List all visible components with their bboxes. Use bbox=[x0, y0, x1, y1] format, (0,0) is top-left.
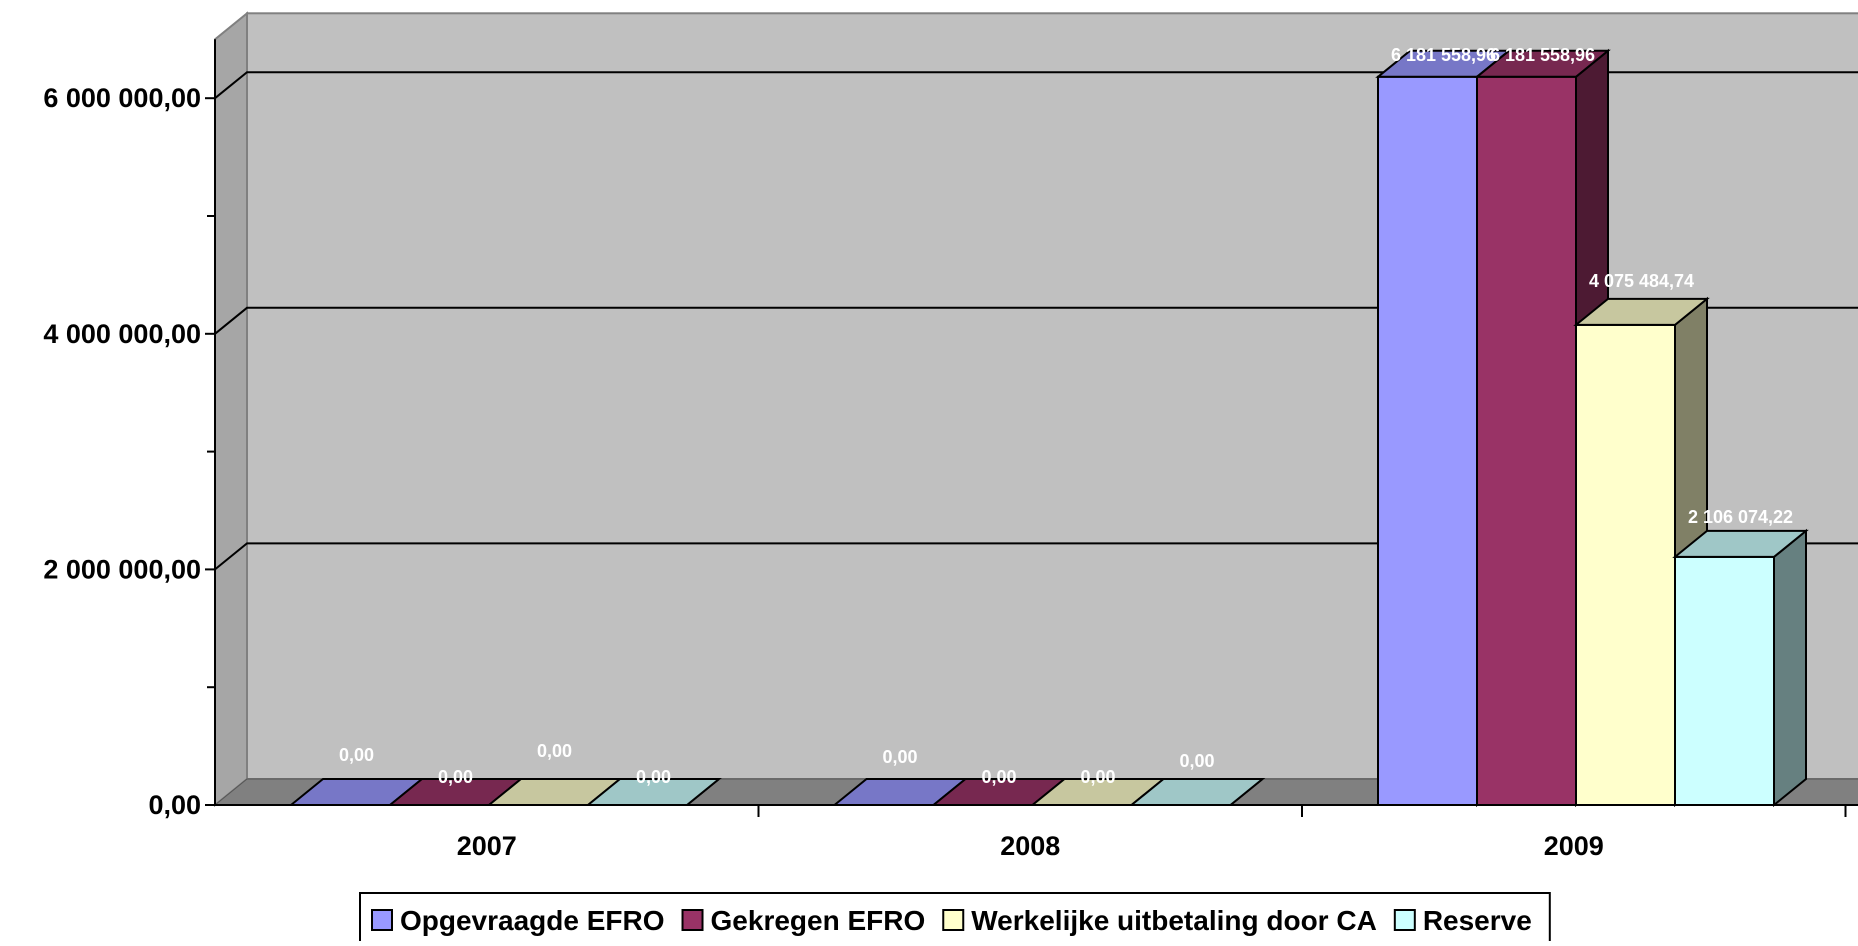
legend-label: Gekregen EFRO bbox=[711, 905, 926, 936]
bar bbox=[1476, 75, 1577, 806]
bar-top bbox=[1573, 297, 1710, 326]
data-label: 6 181 558,96 bbox=[1490, 45, 1595, 65]
data-label: 0,00 bbox=[438, 767, 473, 787]
legend-swatch bbox=[371, 909, 393, 931]
bar-side bbox=[1773, 528, 1807, 808]
legend-swatch bbox=[681, 909, 704, 931]
data-label: 0,00 bbox=[636, 767, 671, 787]
data-label: 0,00 bbox=[981, 767, 1016, 787]
x-tick-label: 2008 bbox=[1000, 831, 1060, 861]
data-label: 2 106 074,22 bbox=[1688, 507, 1793, 527]
bar-top bbox=[585, 778, 722, 806]
data-label: 6 181 558,96 bbox=[1391, 45, 1496, 65]
gridline bbox=[214, 71, 1858, 99]
bars bbox=[288, 48, 1809, 808]
legend-swatch bbox=[1393, 909, 1416, 931]
x-tick-label: 2009 bbox=[1544, 831, 1604, 861]
data-labels: 0,00 0,00 0,00 0,00 0,00 0,00 0,00 0,00 6 181 55… bbox=[339, 45, 1793, 787]
data-label: 4 075 484,74 bbox=[1589, 271, 1694, 291]
bar bbox=[1674, 555, 1775, 807]
gridline bbox=[214, 306, 1858, 335]
data-label: 0,00 bbox=[1080, 767, 1115, 787]
data-label: 0,00 bbox=[882, 747, 917, 767]
bar-top bbox=[1474, 49, 1611, 78]
bar bbox=[1377, 75, 1478, 806]
y-tick-label: 2 000 000,00 bbox=[43, 554, 201, 584]
y-tick-label: 4 000 000,00 bbox=[43, 319, 201, 349]
legend-swatch bbox=[942, 909, 965, 931]
bar bbox=[1575, 323, 1676, 806]
gridlines bbox=[214, 71, 1858, 571]
legend: Opgevraagde EFRO Gekregen EFRO Werkelijke … bbox=[359, 892, 1551, 946]
side-wall bbox=[214, 11, 248, 808]
bar-top bbox=[1128, 778, 1266, 806]
y-tick-label: 6 000 000,00 bbox=[43, 83, 201, 113]
gridline bbox=[214, 542, 1858, 571]
legend-label: Werkelijke uitbetaling door CA bbox=[971, 905, 1377, 936]
legend-label: Reserve bbox=[1423, 905, 1532, 936]
data-label: 0,00 bbox=[1179, 751, 1214, 771]
y-tick-label: 0,00 bbox=[148, 790, 201, 820]
bar-top bbox=[1672, 529, 1809, 558]
data-label: 0,00 bbox=[339, 745, 374, 765]
x-tick-label: 2007 bbox=[457, 831, 517, 861]
data-label: 0,00 bbox=[537, 741, 572, 761]
legend-label: Opgevraagde EFRO bbox=[400, 905, 665, 936]
